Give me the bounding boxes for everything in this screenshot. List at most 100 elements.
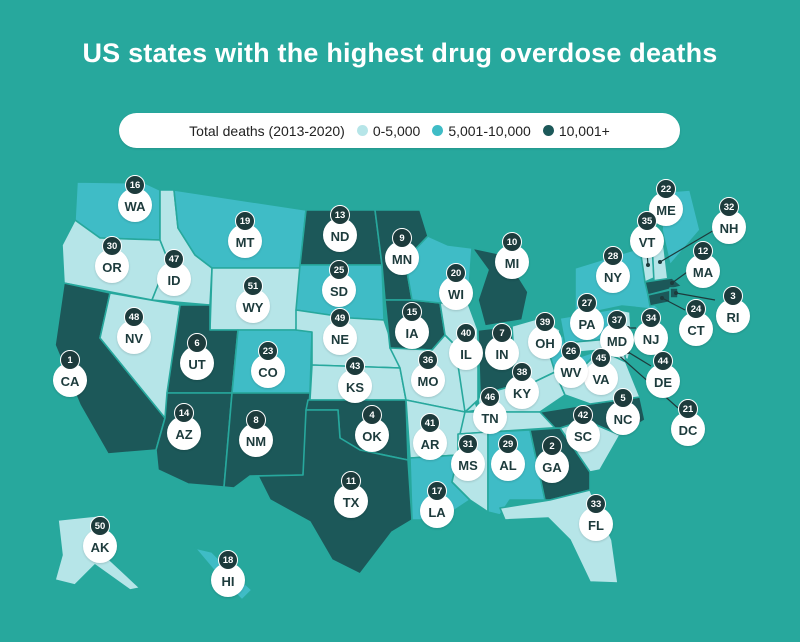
state-marker-pa: PA 27 (565, 293, 609, 343)
state-marker-oh: OH 39 (523, 312, 567, 362)
state-rank-badge: 13 (330, 205, 350, 225)
state-rank-badge: 17 (427, 481, 447, 501)
state-marker-tx: TX 11 (329, 471, 373, 521)
state-rank-badge: 44 (653, 351, 673, 371)
state-rank-badge: 7 (492, 323, 512, 343)
state-marker-ca: CA 1 (48, 350, 92, 400)
state-marker-ut: UT 6 (175, 333, 219, 383)
leader-dot-nh (658, 260, 662, 264)
state-marker-la: LA 17 (415, 481, 459, 531)
state-marker-sc: SC 42 (561, 405, 605, 455)
state-marker-de: DE 44 (641, 351, 685, 401)
leader-line-ri (675, 292, 716, 301)
state-marker-nd: ND 13 (318, 205, 362, 255)
state-rank-badge: 14 (174, 403, 194, 423)
state-rank-badge: 39 (535, 312, 555, 332)
state-marker-mn: MN 9 (380, 228, 424, 278)
legend-item-label: 5,001-10,000 (448, 122, 531, 139)
state-rank-badge: 12 (693, 241, 713, 261)
state-rank-badge: 2 (542, 436, 562, 456)
state-rank-badge: 45 (591, 348, 611, 368)
state-marker-wa: WA 16 (113, 175, 157, 225)
state-rank-badge: 10 (502, 232, 522, 252)
state-marker-nm: NM 8 (234, 410, 278, 460)
state-rank-badge: 30 (102, 236, 122, 256)
state-rank-badge: 15 (402, 302, 422, 322)
state-marker-id: ID 47 (152, 249, 196, 299)
state-marker-wy: WY 51 (231, 276, 275, 326)
state-rank-badge: 28 (603, 246, 623, 266)
state-marker-ok: OK 4 (350, 405, 394, 455)
state-marker-vt: VT 35 (625, 211, 669, 261)
state-marker-wv: WV 26 (549, 341, 593, 391)
state-rank-badge: 50 (90, 516, 110, 536)
state-rank-badge: 36 (418, 350, 438, 370)
state-rank-badge: 9 (392, 228, 412, 248)
state-marker-ks: KS 43 (333, 356, 377, 406)
legend: Total deaths (2013-2020) 0-5,000 5,001-1… (119, 113, 680, 148)
state-marker-tn: TN 46 (468, 387, 512, 437)
state-rank-badge: 20 (446, 263, 466, 283)
state-marker-il: IL 40 (444, 323, 488, 373)
state-rank-badge: 47 (164, 249, 184, 269)
legend-item-low: 0-5,000 (356, 123, 420, 139)
leader-dot-ri (674, 291, 678, 295)
state-abbr-label: NJ (634, 321, 668, 355)
state-rank-badge: 40 (456, 323, 476, 343)
state-rank-badge: 3 (723, 286, 743, 306)
state-rank-badge: 25 (329, 260, 349, 280)
state-rank-badge: 41 (420, 413, 440, 433)
state-rank-badge: 16 (125, 175, 145, 195)
leader-dot-ma (670, 281, 674, 285)
leader-line-ct (661, 297, 686, 311)
state-marker-mt: MT 19 (223, 211, 267, 261)
state-marker-nv: NV 48 (112, 307, 156, 357)
legend-swatch-high (542, 125, 554, 136)
state-marker-ar: AR 41 (408, 413, 452, 463)
state-rank-badge: 31 (458, 434, 478, 454)
state-rank-badge: 22 (656, 179, 676, 199)
state-rank-badge: 19 (235, 211, 255, 231)
state-marker-co: CO 23 (246, 341, 290, 391)
state-rank-badge: 11 (341, 471, 361, 491)
state-rank-badge: 51 (243, 276, 263, 296)
state-marker-nh: NH 32 (707, 197, 751, 247)
state-marker-ga: GA 2 (530, 436, 574, 486)
state-rank-badge: 23 (258, 341, 278, 361)
legend-label: Total deaths (2013-2020) (189, 122, 345, 139)
state-marker-sd: SD 25 (317, 260, 361, 310)
state-rank-badge: 43 (345, 356, 365, 376)
state-marker-ms: MS 31 (446, 434, 490, 484)
state-abbr-label: ND (323, 218, 357, 252)
state-abbr-label: AL (491, 447, 525, 481)
state-marker-nc: NC 5 (601, 388, 645, 438)
state-marker-ky: KY 38 (500, 362, 544, 412)
state-marker-hi: HI 18 (206, 550, 250, 600)
state-rank-badge: 1 (60, 350, 80, 370)
state-abbr-label: LA (420, 494, 454, 528)
state-rank-badge: 42 (573, 405, 593, 425)
state-marker-ne: NE 49 (318, 308, 362, 358)
state-marker-dc: DC 21 (666, 399, 710, 449)
leader-line-nh (659, 228, 717, 263)
state-marker-mo: MO 36 (406, 350, 450, 400)
state-marker-fl: FL 33 (574, 494, 618, 544)
state-rank-badge: 6 (187, 333, 207, 353)
state-rank-badge: 26 (561, 341, 581, 361)
state-marker-ct: CT 24 (674, 299, 718, 349)
state-rank-badge: 21 (678, 399, 698, 419)
legend-item-label: 10,001+ (558, 122, 610, 139)
state-rank-badge: 46 (480, 387, 500, 407)
state-rank-badge: 38 (512, 362, 532, 382)
state-rank-badge: 32 (719, 197, 739, 217)
state-abbr-label: HI (211, 563, 245, 597)
state-abbr-label: GA (535, 449, 569, 483)
legend-swatch-mid (432, 125, 444, 136)
state-marker-ny: NY 28 (591, 246, 635, 296)
state-marker-ma: MA 12 (681, 241, 725, 291)
state-abbr-label: TX (334, 484, 368, 518)
state-marker-va: VA 45 (579, 348, 623, 398)
state-rank-badge: 33 (586, 494, 606, 514)
state-marker-in: IN 7 (480, 323, 524, 373)
state-marker-ri: RI 3 (711, 286, 755, 336)
